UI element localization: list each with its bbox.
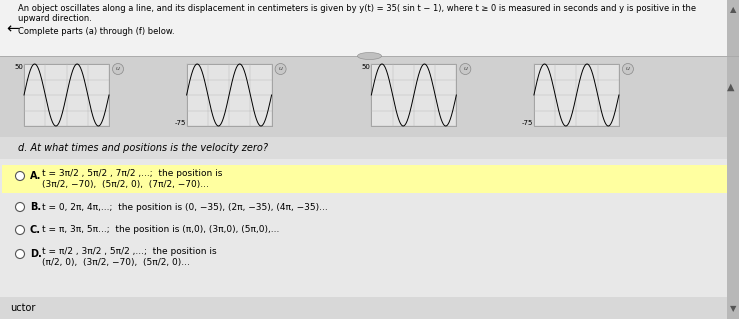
Text: t = 3π/2 , 5π/2 , 7π/2 ,...;  the position is: t = 3π/2 , 5π/2 , 7π/2 ,...; the positio… bbox=[42, 168, 222, 177]
FancyBboxPatch shape bbox=[0, 0, 739, 57]
FancyBboxPatch shape bbox=[0, 159, 739, 297]
FancyBboxPatch shape bbox=[24, 64, 109, 126]
Text: (3π/2, −70),  (5π/2, 0),  (7π/2, −70)...: (3π/2, −70), (5π/2, 0), (7π/2, −70)... bbox=[42, 180, 209, 189]
Circle shape bbox=[16, 249, 24, 258]
Text: -75: -75 bbox=[522, 120, 533, 126]
FancyBboxPatch shape bbox=[2, 165, 727, 193]
Text: upward direction.: upward direction. bbox=[18, 14, 92, 23]
Text: An object oscillates along a line, and its displacement in centimeters is given : An object oscillates along a line, and i… bbox=[18, 4, 696, 13]
Ellipse shape bbox=[358, 53, 381, 60]
Text: u: u bbox=[463, 66, 467, 71]
FancyBboxPatch shape bbox=[371, 64, 457, 126]
Text: t = 0, 2π, 4π,...;  the position is (0, −35), (2π, −35), (4π, −35)...: t = 0, 2π, 4π,...; the position is (0, −… bbox=[42, 203, 328, 211]
FancyBboxPatch shape bbox=[534, 64, 619, 126]
Text: ▲: ▲ bbox=[727, 82, 735, 92]
Text: u: u bbox=[626, 66, 630, 71]
Text: (π/2, 0),  (3π/2, −70),  (5π/2, 0)...: (π/2, 0), (3π/2, −70), (5π/2, 0)... bbox=[42, 257, 190, 266]
Text: u: u bbox=[116, 66, 120, 71]
Text: ←: ← bbox=[6, 21, 18, 36]
Text: B.: B. bbox=[30, 202, 41, 212]
FancyBboxPatch shape bbox=[727, 0, 739, 319]
Circle shape bbox=[112, 63, 123, 75]
Text: 50: 50 bbox=[14, 64, 23, 70]
FancyBboxPatch shape bbox=[0, 137, 739, 159]
Text: u: u bbox=[279, 66, 282, 71]
Text: ▲: ▲ bbox=[729, 5, 736, 14]
Text: ▼: ▼ bbox=[729, 305, 736, 314]
Circle shape bbox=[275, 63, 286, 75]
Circle shape bbox=[16, 226, 24, 234]
Text: d. At what times and positions is the velocity zero?: d. At what times and positions is the ve… bbox=[18, 143, 268, 153]
Text: t = π, 3π, 5π...;  the position is (π,0), (3π,0), (5π,0),...: t = π, 3π, 5π...; the position is (π,0),… bbox=[42, 226, 279, 234]
Text: uctor: uctor bbox=[10, 303, 35, 313]
Circle shape bbox=[622, 63, 633, 75]
Text: -75: -75 bbox=[174, 120, 185, 126]
Circle shape bbox=[16, 172, 24, 181]
Text: C.: C. bbox=[30, 225, 41, 235]
Text: 50: 50 bbox=[361, 64, 370, 70]
FancyBboxPatch shape bbox=[0, 297, 739, 319]
Text: Complete parts (a) through (f) below.: Complete parts (a) through (f) below. bbox=[18, 27, 174, 36]
FancyBboxPatch shape bbox=[186, 64, 272, 126]
FancyBboxPatch shape bbox=[0, 57, 739, 137]
Circle shape bbox=[460, 63, 471, 75]
Circle shape bbox=[16, 203, 24, 211]
Text: D.: D. bbox=[30, 249, 41, 259]
Text: t = π/2 , 3π/2 , 5π/2 ,...;  the position is: t = π/2 , 3π/2 , 5π/2 ,...; the position… bbox=[42, 247, 217, 256]
Text: A.: A. bbox=[30, 171, 41, 181]
